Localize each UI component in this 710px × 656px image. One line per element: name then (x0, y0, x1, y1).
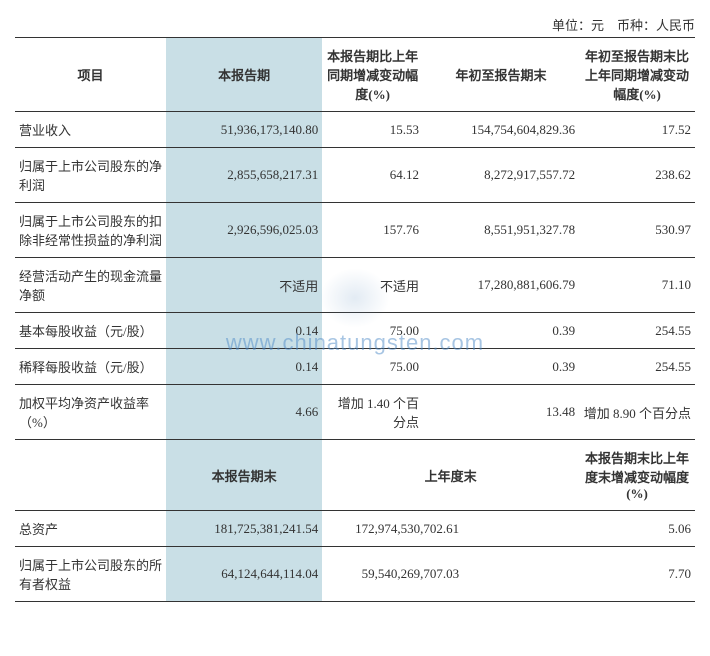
header-empty (15, 440, 166, 511)
header-end-change: 本报告期末比上年度末增减变动幅度(%) (579, 440, 695, 511)
row-value: 0.14 (166, 349, 322, 385)
row-value: 4.66 (166, 385, 322, 440)
row-value: 增加 1.40 个百分点 (322, 385, 423, 440)
row-label: 归属于上市公司股东的所有者权益 (15, 547, 166, 602)
row-value: 不适用 (322, 258, 423, 313)
row-label: 总资产 (15, 511, 166, 547)
header-ytd-change: 年初至报告期末比上年同期增减变动幅度(%) (579, 38, 695, 112)
financial-table: 项目 本报告期 本报告期比上年同期增减变动幅度(%) 年初至报告期末 年初至报告… (15, 37, 695, 602)
header-period: 本报告期 (166, 38, 322, 112)
row-value: 64.12 (322, 148, 423, 203)
table-row: 归属于上市公司股东的净利润 2,855,658,217.31 64.12 8,2… (15, 148, 695, 203)
row-label: 营业收入 (15, 112, 166, 148)
row-value: 2,855,658,217.31 (166, 148, 322, 203)
row-value: 71.10 (579, 258, 695, 313)
row-value: 0.39 (423, 349, 579, 385)
row-value: 8,551,951,327.78 (423, 203, 579, 258)
row-value: 13.48 (423, 385, 579, 440)
row-value: 64,124,644,114.04 (166, 547, 322, 602)
row-value: 15.53 (322, 112, 423, 148)
row-value: 51,936,173,140.80 (166, 112, 322, 148)
row-value: 238.62 (579, 148, 695, 203)
table-row: 归属于上市公司股东的扣除非经常性损益的净利润 2,926,596,025.03 … (15, 203, 695, 258)
row-value: 7.70 (579, 547, 695, 602)
table-row: 营业收入 51,936,173,140.80 15.53 154,754,604… (15, 112, 695, 148)
section1-header-row: 项目 本报告期 本报告期比上年同期增减变动幅度(%) 年初至报告期末 年初至报告… (15, 38, 695, 112)
row-value: 254.55 (579, 349, 695, 385)
table-row: 归属于上市公司股东的所有者权益 64,124,644,114.04 59,540… (15, 547, 695, 602)
row-value: 0.39 (423, 313, 579, 349)
header-ytd: 年初至报告期末 (423, 38, 579, 112)
unit-line: 单位：元 币种：人民币 (15, 15, 695, 34)
row-value: 75.00 (322, 349, 423, 385)
table-row: 加权平均净资产收益率（%） 4.66 增加 1.40 个百分点 13.48 增加… (15, 385, 695, 440)
row-value: 17,280,881,606.79 (423, 258, 579, 313)
row-value: 530.97 (579, 203, 695, 258)
header-period-end: 本报告期末 (166, 440, 322, 511)
row-value: 75.00 (322, 313, 423, 349)
row-label: 加权平均净资产收益率（%） (15, 385, 166, 440)
section2-header-row: 本报告期末 上年度末 本报告期末比上年度末增减变动幅度(%) (15, 440, 695, 511)
row-value: 254.55 (579, 313, 695, 349)
header-item: 项目 (15, 38, 166, 112)
row-label: 稀释每股收益（元/股） (15, 349, 166, 385)
row-label: 归属于上市公司股东的扣除非经常性损益的净利润 (15, 203, 166, 258)
row-value: 增加 8.90 个百分点 (579, 385, 695, 440)
table-row: 经营活动产生的现金流量净额 不适用 不适用 17,280,881,606.79 … (15, 258, 695, 313)
row-value: 157.76 (322, 203, 423, 258)
row-value: 172,974,530,702.61 (322, 511, 579, 547)
row-value: 17.52 (579, 112, 695, 148)
row-label: 经营活动产生的现金流量净额 (15, 258, 166, 313)
row-value: 0.14 (166, 313, 322, 349)
table-row: 稀释每股收益（元/股） 0.14 75.00 0.39 254.55 (15, 349, 695, 385)
row-value: 5.06 (579, 511, 695, 547)
row-value: 不适用 (166, 258, 322, 313)
row-label: 归属于上市公司股东的净利润 (15, 148, 166, 203)
row-value: 154,754,604,829.36 (423, 112, 579, 148)
table-row: 总资产 181,725,381,241.54 172,974,530,702.6… (15, 511, 695, 547)
row-value: 2,926,596,025.03 (166, 203, 322, 258)
header-last-year-end: 上年度末 (322, 440, 579, 511)
table-row: 基本每股收益（元/股） 0.14 75.00 0.39 254.55 (15, 313, 695, 349)
row-value: 181,725,381,241.54 (166, 511, 322, 547)
row-value: 8,272,917,557.72 (423, 148, 579, 203)
row-label: 基本每股收益（元/股） (15, 313, 166, 349)
row-value: 59,540,269,707.03 (322, 547, 579, 602)
header-change: 本报告期比上年同期增减变动幅度(%) (322, 38, 423, 112)
